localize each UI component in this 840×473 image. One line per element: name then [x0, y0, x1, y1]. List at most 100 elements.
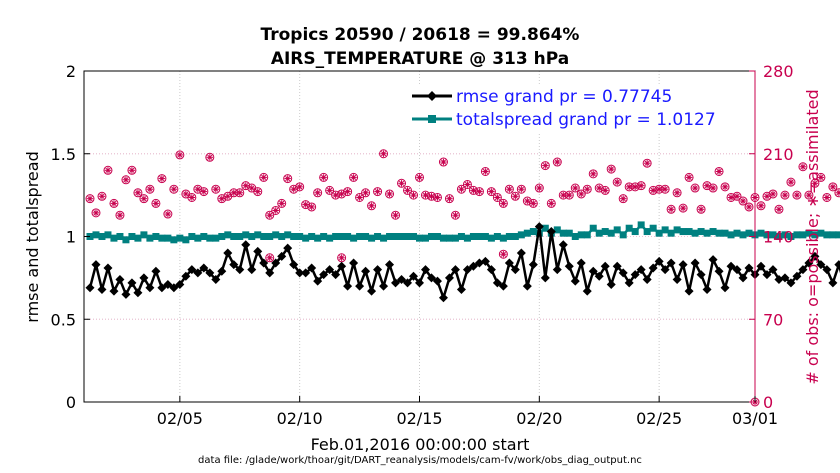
obs-possible-point	[516, 184, 526, 194]
x-axis-label: Feb.01,2016 00:00:00 start	[311, 435, 530, 454]
obs-possible-point	[672, 188, 682, 198]
obs-possible-point	[612, 177, 622, 187]
obs-assimilated-point	[440, 158, 447, 166]
obs-possible-point	[798, 162, 808, 172]
obs-assimilated-point	[727, 194, 735, 201]
obs-possible-point	[115, 210, 125, 220]
y-axis-label: rmse and totalspread	[23, 151, 42, 322]
rmse-point	[193, 268, 203, 278]
obs-assimilated-point	[212, 186, 220, 193]
totalspread-point	[589, 224, 597, 232]
totalspread-point	[811, 231, 819, 239]
totalspread-point	[757, 229, 765, 237]
obs-assimilated-point	[685, 174, 693, 181]
obs-possible-point	[265, 253, 275, 263]
totalspread-point	[775, 233, 783, 240]
rmse-point	[127, 278, 137, 288]
totalspread-point	[601, 228, 609, 236]
obs-assimilated-point	[290, 186, 297, 193]
rmse-point	[738, 273, 748, 283]
rmse-point	[91, 260, 101, 270]
rmse-point	[217, 266, 227, 276]
obs-possible-point	[349, 172, 359, 182]
rmse-point	[564, 261, 574, 271]
obs-assimilated-point	[614, 178, 621, 186]
obs-possible-point	[379, 149, 389, 159]
totalspread-point	[260, 233, 268, 240]
rmse-point	[630, 270, 640, 280]
obs-assimilated-point	[488, 188, 495, 195]
obs-assimilated-point	[530, 200, 537, 207]
obs-assimilated-point	[560, 191, 567, 199]
rmse-point	[462, 265, 472, 275]
rmse-point	[708, 255, 718, 265]
obs-assimilated-point	[500, 200, 507, 207]
rmse-series	[85, 222, 840, 303]
totalspread-point	[817, 229, 825, 237]
legend: rmse grand pr = 0.77745 totalspread gran…	[404, 84, 747, 134]
totalspread-point	[386, 233, 394, 240]
totalspread-point	[529, 228, 537, 236]
totalspread-point	[637, 221, 645, 229]
obs-possible-point	[714, 166, 724, 176]
rmse-point	[349, 258, 359, 268]
obs-assimilated-point	[518, 186, 525, 193]
totalspread-point	[326, 234, 334, 242]
obs-possible-point	[373, 187, 383, 197]
rmse-point	[828, 278, 838, 288]
y-right-axis-ticks: 0 70 140 210 280	[749, 62, 794, 412]
y-axis-ticks: 0 0.5 1 1.5 2	[51, 62, 90, 412]
obs-possible-point	[403, 185, 413, 195]
obs-assimilated-point	[284, 175, 291, 182]
obs-assimilated-point	[566, 191, 573, 199]
totalspread-point	[158, 234, 166, 242]
rmse-point	[570, 276, 580, 286]
obs-possible-point	[570, 183, 580, 193]
obs-assimilated-point	[757, 202, 765, 209]
totalspread-point	[230, 233, 238, 240]
obs-possible-point	[510, 191, 520, 201]
rmse-point	[426, 273, 436, 283]
rmse-point	[624, 278, 634, 288]
totalspread-point	[140, 231, 148, 239]
rmse-point	[678, 260, 688, 270]
obs-assimilated-point	[188, 194, 196, 201]
obs-assimilated-point	[272, 207, 279, 214]
obs-assimilated-point	[476, 188, 483, 195]
obs-assimilated-point	[332, 191, 339, 199]
obs-possible-point	[313, 188, 323, 198]
data-file-footnote: data file: /glade/work/thoar/git/DART_re…	[198, 455, 642, 466]
totalspread-point	[296, 233, 304, 240]
rmse-point	[415, 278, 424, 288]
totalspread-point	[673, 226, 681, 234]
obs-possible-point	[331, 190, 341, 200]
rmse-point	[133, 288, 143, 298]
obs-count-series	[85, 149, 840, 407]
obs-assimilated-point	[398, 180, 405, 187]
rmse-point	[660, 265, 670, 275]
obs-possible-point	[534, 183, 544, 193]
rmse-point	[151, 266, 161, 276]
totalspread-point	[134, 234, 142, 242]
obs-possible-point	[85, 194, 95, 204]
obs-assimilated-point	[805, 191, 813, 199]
obs-assimilated-point	[542, 162, 549, 169]
obs-assimilated-point	[637, 182, 645, 189]
obs-assimilated-point	[374, 188, 381, 195]
rmse-point	[199, 263, 209, 273]
obs-assimilated-point	[721, 183, 729, 191]
obs-assimilated-point	[302, 201, 309, 208]
rmse-point	[690, 258, 700, 268]
rmse-point	[816, 260, 826, 270]
totalspread-point	[823, 231, 831, 239]
rmse-point	[450, 265, 460, 275]
rmse-point	[432, 276, 442, 286]
obs-assimilated-point	[116, 212, 124, 219]
rmse-point	[229, 260, 239, 270]
obs-possible-point	[540, 161, 550, 171]
totalspread-point	[505, 233, 513, 240]
rmse-point	[696, 270, 706, 280]
obs-assimilated-point	[655, 186, 663, 193]
rmse-point	[636, 265, 646, 275]
y-tick-label: 1.5	[51, 145, 76, 164]
